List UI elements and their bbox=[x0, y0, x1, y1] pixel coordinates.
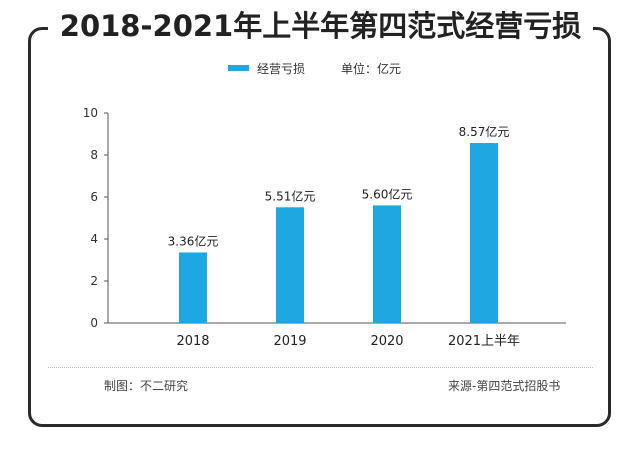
data-label: 5.51亿元 bbox=[265, 188, 316, 203]
chart-title: 2018-2021年上半年第四范式经营亏损 bbox=[0, 6, 641, 46]
x-tick-label: 2021上半年 bbox=[448, 334, 520, 349]
bars bbox=[179, 143, 498, 323]
y-tick-label: 4 bbox=[90, 232, 98, 246]
unit-label: 单位：亿元 bbox=[341, 61, 402, 76]
y-tick-label: 8 bbox=[90, 148, 98, 162]
data-labels: 3.36亿元 5.51亿元 5.60亿元 8.57亿元 bbox=[168, 124, 510, 248]
x-axis: 2018 2019 2020 2021上半年 bbox=[108, 322, 566, 349]
x-tick-label: 2019 bbox=[273, 334, 306, 349]
data-label: 3.36亿元 bbox=[168, 233, 219, 248]
x-tick-label: 2020 bbox=[370, 334, 403, 349]
legend-swatch bbox=[228, 65, 249, 71]
data-label: 5.60亿元 bbox=[362, 186, 413, 201]
bar bbox=[373, 205, 401, 323]
bar bbox=[276, 207, 304, 323]
x-tick-label: 2018 bbox=[176, 334, 209, 349]
source-credit: 来源-第四范式招股书 bbox=[448, 379, 561, 393]
producer-credit: 制图：不二研究 bbox=[104, 379, 189, 393]
bar bbox=[470, 143, 498, 323]
bar bbox=[179, 252, 207, 323]
chart-title-text: 2018-2021年上半年第四范式经营亏损 bbox=[47, 9, 594, 43]
y-tick-label: 0 bbox=[90, 316, 98, 330]
y-tick-label: 6 bbox=[90, 190, 98, 204]
y-axis: 0 2 4 6 8 10 bbox=[83, 106, 109, 330]
y-tick-label: 10 bbox=[83, 106, 98, 120]
footer-divider bbox=[48, 367, 593, 368]
y-tick-label: 2 bbox=[90, 274, 98, 288]
legend-series-label: 经营亏损 bbox=[257, 61, 306, 76]
data-label: 8.57亿元 bbox=[459, 124, 510, 139]
legend: 经营亏损 单位：亿元 bbox=[228, 58, 401, 78]
